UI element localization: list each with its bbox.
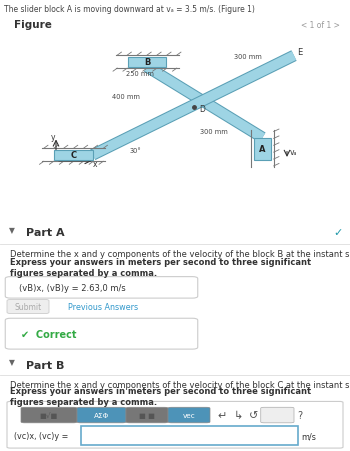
Text: Determine the x and y components of the velocity of the block B at the instant s: Determine the x and y components of the … xyxy=(10,250,350,259)
Text: 300 mm: 300 mm xyxy=(234,54,262,60)
Text: ▼: ▼ xyxy=(9,225,15,234)
Text: x: x xyxy=(93,160,97,169)
FancyBboxPatch shape xyxy=(77,407,126,423)
FancyBboxPatch shape xyxy=(5,318,198,350)
Text: ?: ? xyxy=(298,410,303,420)
Text: 30°: 30° xyxy=(130,147,141,153)
Text: vec: vec xyxy=(183,412,195,418)
Text: Figure: Figure xyxy=(14,20,52,30)
Text: E: E xyxy=(298,47,303,56)
FancyBboxPatch shape xyxy=(5,277,198,299)
Text: y: y xyxy=(51,132,55,141)
FancyBboxPatch shape xyxy=(7,401,343,448)
Bar xyxy=(54,150,93,161)
Text: Submit: Submit xyxy=(14,303,42,311)
Text: ✓: ✓ xyxy=(334,227,343,237)
Text: Express your answers in meters per second to three significant
figures separated: Express your answers in meters per secon… xyxy=(10,258,312,278)
Text: 400 mm: 400 mm xyxy=(112,94,140,100)
Text: Part A: Part A xyxy=(26,227,65,237)
Text: 300 mm: 300 mm xyxy=(199,128,227,134)
Text: Determine the x and y components of the velocity of the block C at the instant s: Determine the x and y components of the … xyxy=(10,381,350,390)
Text: ↳: ↳ xyxy=(233,410,243,420)
FancyBboxPatch shape xyxy=(261,407,294,423)
Text: Previous Answers: Previous Answers xyxy=(68,303,138,311)
Text: D: D xyxy=(199,105,205,114)
Text: ■ ■: ■ ■ xyxy=(139,412,155,418)
Bar xyxy=(0,354,350,375)
Text: The slider block A is moving downward at vₐ = 3.5 m/s. (Figure 1): The slider block A is moving downward at… xyxy=(4,5,255,14)
Text: (vB)x, (vB)y = 2.63,0 m/s: (vB)x, (vB)y = 2.63,0 m/s xyxy=(19,283,126,292)
FancyBboxPatch shape xyxy=(7,300,49,314)
Text: ↵: ↵ xyxy=(218,410,227,420)
Text: Part B: Part B xyxy=(26,360,65,370)
Bar xyxy=(128,57,166,68)
FancyBboxPatch shape xyxy=(126,407,168,423)
Text: Express your answers in meters per second to three significant
figures separated: Express your answers in meters per secon… xyxy=(10,386,312,406)
Text: ■√■: ■√■ xyxy=(40,412,58,419)
FancyBboxPatch shape xyxy=(21,407,77,423)
Text: m/s: m/s xyxy=(302,432,316,441)
FancyBboxPatch shape xyxy=(80,426,298,445)
Text: vₐ: vₐ xyxy=(290,148,297,157)
Text: C: C xyxy=(70,151,77,160)
FancyBboxPatch shape xyxy=(168,407,210,423)
Bar xyxy=(0,220,350,244)
Bar xyxy=(254,138,271,161)
Text: ΑΣΦ: ΑΣΦ xyxy=(94,412,109,418)
Text: ✔  Correct: ✔ Correct xyxy=(21,329,77,339)
Text: 250 mm: 250 mm xyxy=(126,71,154,77)
Text: B: B xyxy=(144,58,150,67)
Text: < 1 of 1 >: < 1 of 1 > xyxy=(301,21,340,30)
Text: A: A xyxy=(259,145,266,154)
Text: ▼: ▼ xyxy=(9,358,15,367)
Text: ↺: ↺ xyxy=(249,410,258,420)
Text: (vc)x, (vc)y =: (vc)x, (vc)y = xyxy=(14,432,68,441)
